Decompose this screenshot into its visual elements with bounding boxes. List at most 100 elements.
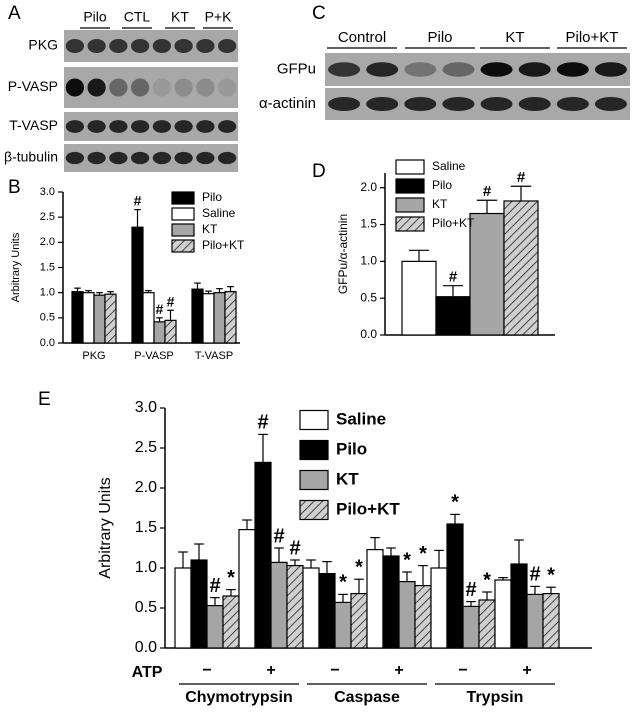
y-tick-label: 0.5	[40, 312, 55, 324]
blot-column-label: Pilo	[427, 29, 452, 46]
y-tick-label: 0.5	[135, 599, 157, 616]
legend-swatch	[395, 178, 425, 194]
x-row-label: ATP	[132, 664, 163, 681]
blot-band	[217, 151, 237, 165]
bar	[510, 563, 528, 649]
blot-band	[594, 62, 627, 77]
bar	[254, 461, 272, 649]
bar	[494, 579, 512, 649]
significance-marker: #	[517, 169, 526, 186]
significance-marker: *	[339, 572, 347, 594]
blot-band	[404, 96, 437, 112]
y-tick-label: 0.0	[360, 327, 377, 341]
blot-column-label: KT	[505, 29, 524, 46]
blot-band	[109, 151, 128, 165]
blot-band	[152, 38, 172, 54]
blot-band	[65, 78, 85, 97]
legend-label: Pilo	[336, 439, 367, 458]
legend-label: KT	[336, 469, 359, 488]
legend-label: Saline	[202, 206, 236, 220]
blot-band	[174, 38, 193, 54]
bar	[469, 212, 505, 336]
blot-band	[65, 120, 85, 133]
legend-swatch	[395, 159, 425, 175]
x-tick-label: −	[458, 662, 467, 679]
legend-swatch	[395, 216, 425, 232]
y-tick-label: 1.0	[40, 287, 55, 299]
significance-marker: *	[451, 492, 459, 514]
significance-marker: #	[289, 537, 300, 559]
legend-label: Pilo+KT	[202, 238, 245, 252]
bar	[302, 567, 320, 649]
legend-swatch	[171, 191, 195, 205]
significance-marker: *	[547, 564, 555, 586]
y-tick-label: 1.5	[40, 261, 55, 273]
y-tick-label: 2.5	[40, 211, 55, 223]
bar	[71, 291, 84, 344]
blot-band	[366, 96, 399, 112]
blot-band	[480, 96, 513, 112]
legend-swatch	[299, 439, 329, 461]
blot-band	[594, 96, 627, 112]
bar	[164, 319, 177, 344]
y-tick-label: 3.0	[135, 399, 157, 416]
significance-marker: #	[465, 579, 476, 601]
y-axis-label: Arbitrary Units	[10, 232, 22, 302]
significance-marker: #	[156, 301, 164, 317]
x-tick-label: P-VASP	[134, 350, 174, 362]
y-axis-label: Arbitrary Units	[97, 477, 114, 578]
bar	[318, 572, 336, 649]
legend-label: KT	[202, 222, 218, 236]
bar	[526, 593, 544, 649]
significance-marker: #	[449, 268, 458, 285]
blot-row-label: P-VASP	[8, 78, 58, 94]
blot-band	[174, 151, 193, 165]
blot-band	[65, 38, 85, 54]
y-tick-label: 0.0	[40, 337, 55, 349]
chart: 0.0 0.5 1.0 1.5 2.0 2.5 3.0 Arbitrary Units PKG P…	[10, 186, 245, 362]
blot-band	[196, 78, 215, 97]
panel-label: B	[8, 177, 21, 198]
blot-row-label: α-actinin	[259, 95, 316, 112]
y-tick-label: 2.0	[360, 180, 377, 194]
bar	[202, 293, 215, 344]
legend-swatch	[395, 197, 425, 213]
chart: 0.0 0.5 1.0 1.5 2.0 2.5 3.0 Arbitrary Units − # * +…	[97, 399, 592, 706]
blot-band	[328, 96, 361, 112]
blot-band	[366, 62, 399, 77]
significance-marker: #	[257, 412, 268, 434]
blot-column-label: CTL	[124, 9, 151, 25]
chart: 0.0 0.5 1.0 1.5 2.0 GFPu/α-actinin # # # Saline Pi…	[336, 159, 555, 341]
bar	[398, 580, 416, 649]
blot-band	[130, 120, 150, 133]
x-tick-label: T-VASP	[195, 350, 233, 362]
blot-column-label: P+K	[205, 9, 233, 25]
blot-band	[404, 62, 437, 77]
y-tick-label: 0.0	[135, 639, 157, 656]
x-tick-label: PKG	[82, 350, 105, 362]
y-tick-label: 2.0	[40, 236, 55, 248]
bar	[131, 226, 144, 344]
blot-band	[196, 120, 215, 133]
y-tick-label: 2.5	[135, 439, 157, 456]
blot-row-label: T-VASP	[9, 117, 58, 133]
bar	[191, 288, 204, 344]
legend-swatch	[299, 499, 329, 521]
panel-label: C	[312, 3, 326, 24]
panel-label: D	[312, 161, 326, 182]
bar	[224, 291, 237, 344]
blot-band	[109, 78, 128, 97]
blot-row-label: β-tubulin	[4, 149, 58, 165]
blot-band	[442, 62, 475, 77]
bar	[414, 584, 432, 649]
bar	[435, 296, 471, 336]
legend-swatch	[171, 239, 195, 253]
blot-band	[130, 151, 150, 165]
blot-band	[217, 38, 237, 54]
significance-marker: *	[227, 567, 235, 589]
group-label: Caspase	[334, 689, 400, 706]
bar	[153, 321, 166, 344]
bar	[334, 601, 352, 649]
